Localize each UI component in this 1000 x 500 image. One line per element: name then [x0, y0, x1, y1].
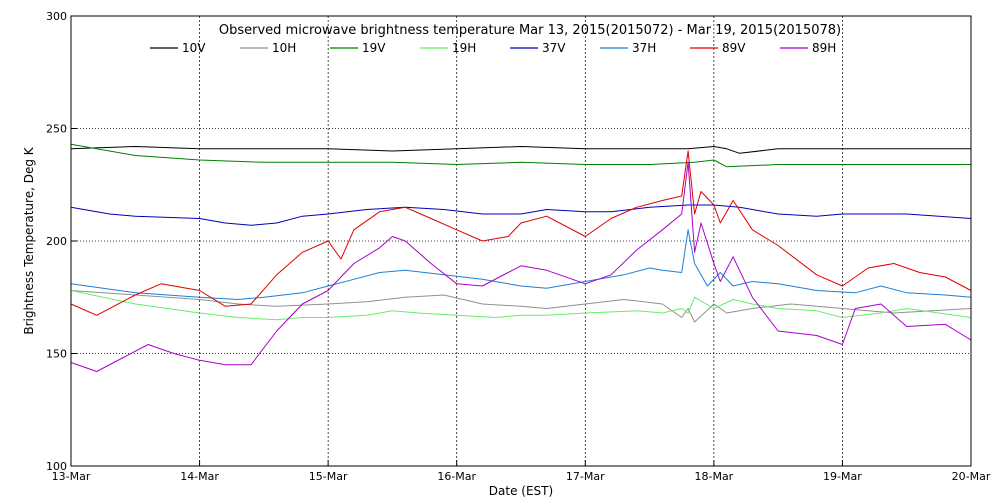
series-line-37V — [70, 204, 972, 226]
x-tick-label: 16-Mar — [437, 470, 476, 483]
chart-title: Observed microwave brightness temperatur… — [219, 23, 841, 38]
legend-label-37H: 37H — [632, 41, 656, 55]
legend-label-89H: 89H — [812, 41, 836, 55]
y-tick-label: 100 — [46, 460, 67, 473]
y-axis-title: Brightness Temperature, Deg K — [22, 146, 36, 334]
legend-label-19H: 19H — [452, 41, 476, 55]
y-tick-label: 150 — [46, 348, 67, 361]
legend-label-37V: 37V — [542, 41, 566, 55]
x-tick-label: 20-Mar — [952, 470, 991, 483]
data-series — [70, 143, 972, 372]
series-line-89V — [70, 150, 972, 316]
legend: 10V 10H 19V 19H 37V 37H 89V 89H — [150, 41, 836, 55]
legend-label-10H: 10H — [272, 41, 296, 55]
series-line-37H — [70, 229, 972, 300]
x-tick-label: 13-Mar — [52, 470, 91, 483]
x-tick-label: 15-Mar — [309, 470, 348, 483]
series-line-89H — [70, 161, 972, 372]
legend-label-19V: 19V — [362, 41, 386, 55]
axis-ticks: 100 150 200 250 300 13-Mar 14-Mar 15-Mar 16-Mar 1… — [46, 10, 991, 483]
y-tick-label: 200 — [46, 235, 67, 248]
x-axis-title: Date (EST) — [489, 484, 553, 498]
series-line-10H — [70, 290, 972, 323]
y-tick-label: 250 — [46, 123, 67, 136]
x-tick-label: 17-Mar — [566, 470, 605, 483]
x-tick-label: 14-Mar — [180, 470, 219, 483]
y-tick-label: 300 — [46, 10, 67, 23]
x-tick-label: 19-Mar — [823, 470, 862, 483]
series-line-19V — [70, 143, 971, 168]
x-tick-label: 18-Mar — [694, 470, 733, 483]
series-line-10V — [70, 146, 971, 154]
legend-label-10V: 10V — [182, 41, 206, 55]
legend-label-89V: 89V — [722, 41, 746, 55]
series-line-19H — [70, 290, 972, 321]
